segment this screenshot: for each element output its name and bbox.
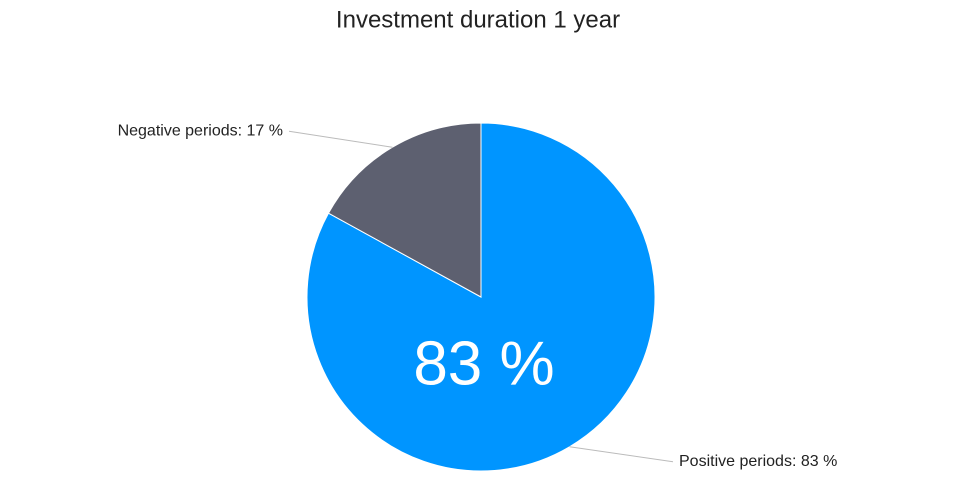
pie-slice — [327, 122, 482, 298]
chart-title: Investment duration 1 year — [336, 6, 620, 33]
data-label: Positive periods: 83 % — [679, 453, 837, 470]
leader-line — [288, 130, 393, 148]
leader-line — [569, 446, 674, 463]
center-label: 83 % — [413, 329, 554, 398]
data-label: Negative periods: 17 % — [118, 122, 283, 139]
